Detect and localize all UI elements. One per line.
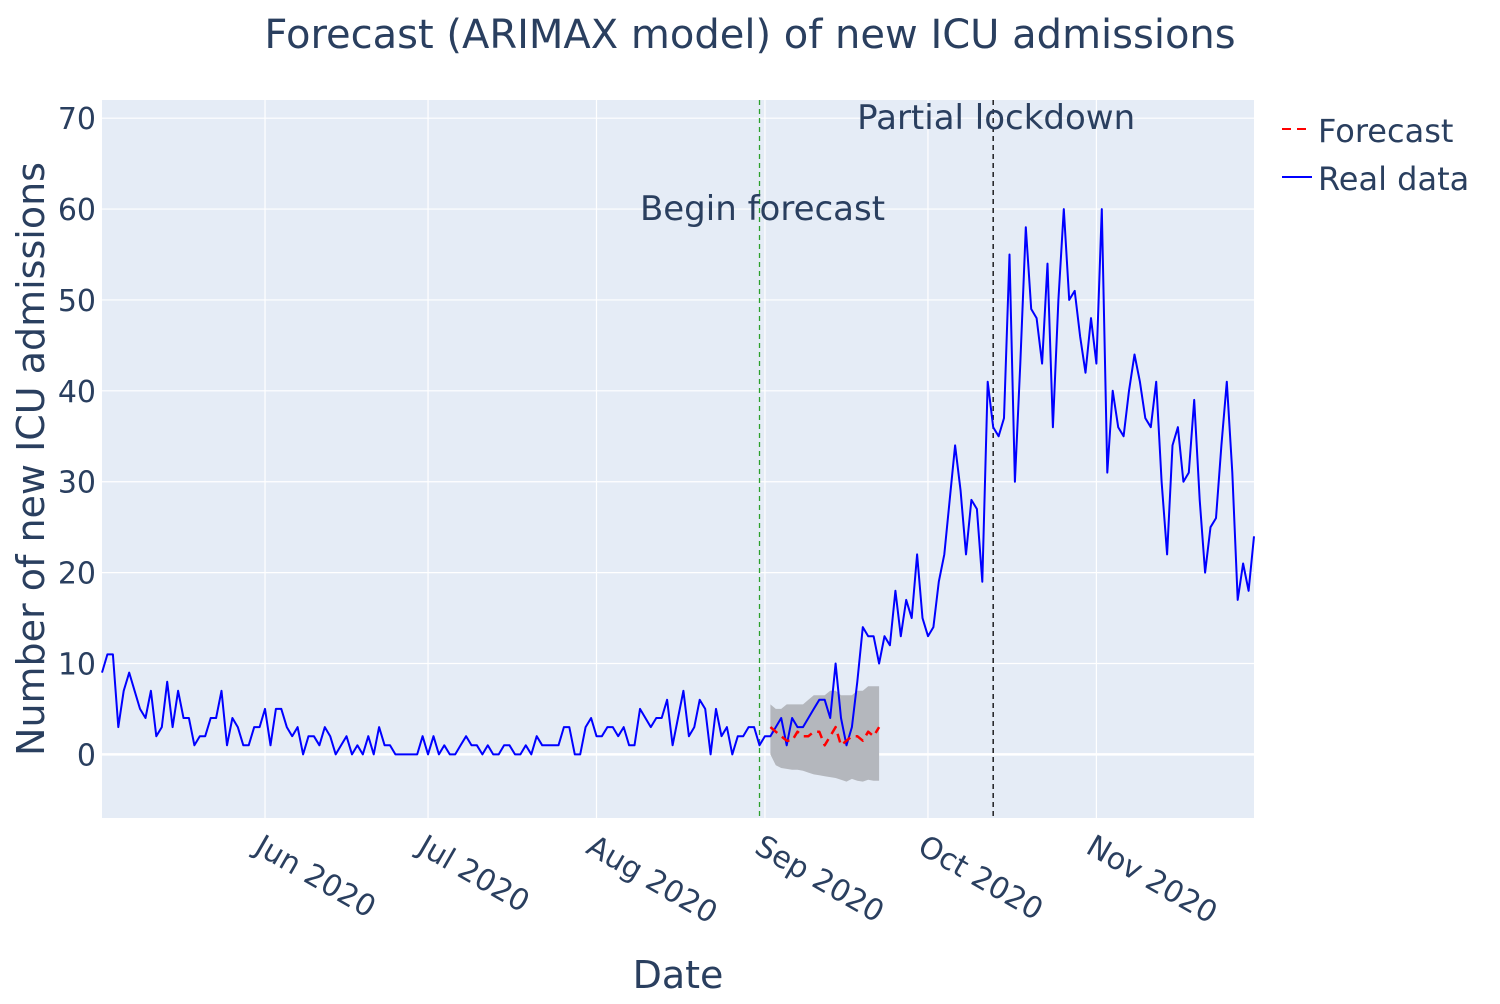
annotation-label: Begin forecast: [640, 189, 885, 229]
legend-label: Real data: [1318, 160, 1469, 198]
legend-label: Forecast: [1318, 112, 1453, 150]
y-tick-label: 10: [58, 647, 96, 682]
annotation-labels: Begin forecast Partial lockdown: [640, 98, 1135, 229]
y-tick-label: 20: [58, 557, 96, 592]
x-tick-label: Sep 2020: [749, 829, 890, 931]
series-line: [769, 725, 881, 747]
y-gridlines: [102, 117, 1254, 756]
x-gridlines: [264, 100, 1098, 818]
x-tick-label: Oct 2020: [912, 829, 1049, 928]
annotation-label: Partial lockdown: [857, 98, 1135, 138]
y-tick-labels: 0 10 20 30 40 50 60 70: [58, 102, 96, 773]
annotation-lines: [758, 100, 994, 818]
x-tick-labels: Jun 2020 Jul 2020 Aug 2020 Sep 2020 Oct 2020…: [247, 828, 1223, 932]
y-tick-label: 50: [58, 284, 96, 319]
x-tick-label: Aug 2020: [580, 829, 723, 932]
chart-title: Forecast (ARIMAX model) of new ICU admis…: [264, 12, 1235, 58]
y-axis-title: Number of new ICU admissions: [9, 162, 53, 756]
x-axis-title: Date: [633, 953, 724, 997]
y-tick-label: 30: [58, 466, 96, 501]
forecast-confidence-band-layer: [770, 686, 880, 782]
series-line: [101, 208, 1255, 756]
forecast-confidence-band: [770, 686, 880, 782]
y-tick-label: 0: [77, 738, 96, 773]
x-tick-label: Jul 2020: [410, 828, 535, 920]
x-tick-label: Jun 2020: [247, 828, 381, 926]
series-layer: [101, 208, 1255, 756]
x-tick-label: Nov 2020: [1080, 829, 1223, 932]
plot-area: [102, 100, 1254, 818]
y-tick-label: 60: [58, 193, 96, 228]
legend: Forecast Real data: [1282, 112, 1469, 198]
y-tick-label: 40: [58, 375, 96, 410]
y-tick-label: 70: [58, 102, 96, 137]
